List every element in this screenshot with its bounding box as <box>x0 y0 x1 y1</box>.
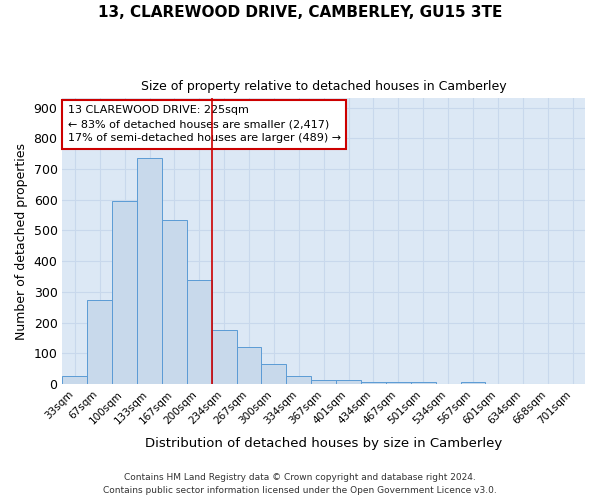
Bar <box>187 280 212 384</box>
Bar <box>361 382 386 384</box>
Bar <box>62 376 88 384</box>
Bar <box>411 382 436 384</box>
Bar <box>137 158 162 384</box>
Text: Contains HM Land Registry data © Crown copyright and database right 2024.
Contai: Contains HM Land Registry data © Crown c… <box>103 473 497 495</box>
Bar <box>286 376 311 384</box>
Y-axis label: Number of detached properties: Number of detached properties <box>15 143 28 340</box>
Bar <box>386 382 411 384</box>
Bar <box>336 380 361 384</box>
Bar <box>236 348 262 384</box>
Bar <box>112 202 137 384</box>
Bar <box>311 380 336 384</box>
Title: Size of property relative to detached houses in Camberley: Size of property relative to detached ho… <box>141 80 506 93</box>
Bar <box>212 330 236 384</box>
Bar <box>88 300 112 384</box>
Text: 13 CLAREWOOD DRIVE: 225sqm
← 83% of detached houses are smaller (2,417)
17% of s: 13 CLAREWOOD DRIVE: 225sqm ← 83% of deta… <box>68 106 341 144</box>
Bar <box>162 220 187 384</box>
X-axis label: Distribution of detached houses by size in Camberley: Distribution of detached houses by size … <box>145 437 502 450</box>
Text: 13, CLAREWOOD DRIVE, CAMBERLEY, GU15 3TE: 13, CLAREWOOD DRIVE, CAMBERLEY, GU15 3TE <box>98 5 502 20</box>
Bar <box>262 364 286 384</box>
Bar <box>461 382 485 384</box>
